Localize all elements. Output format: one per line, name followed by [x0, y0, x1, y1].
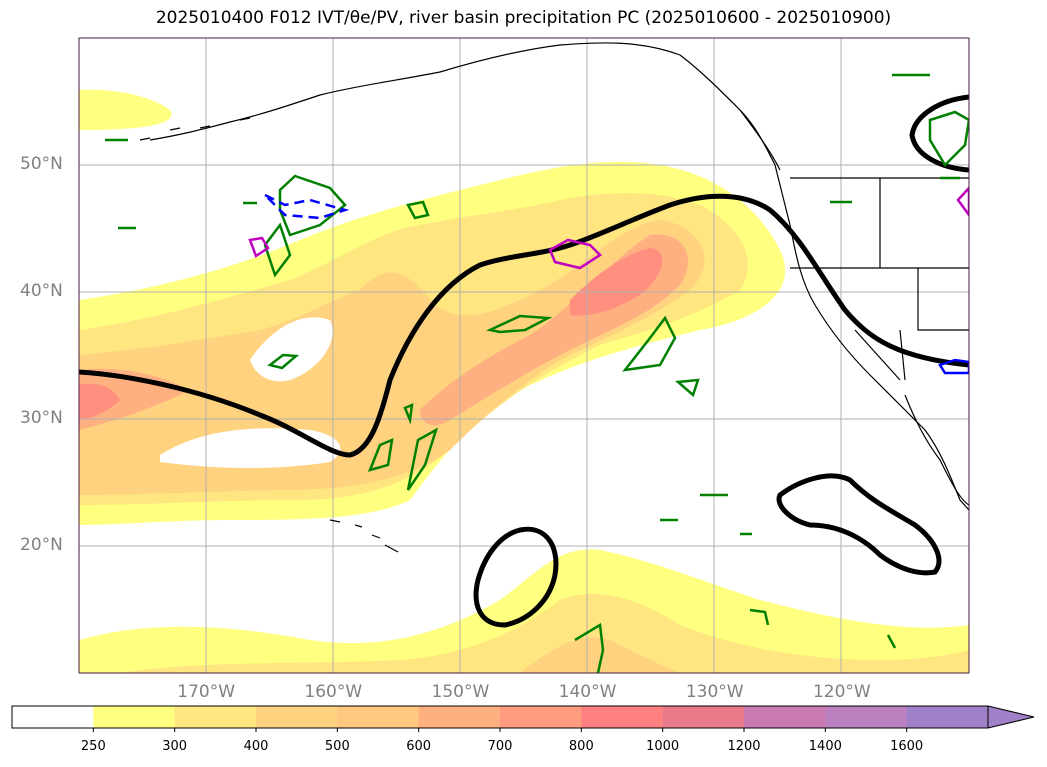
- colorbar-segment: [581, 706, 664, 728]
- pv-green-5: [486, 314, 553, 334]
- colorbar-segment: [500, 706, 582, 728]
- lon-tick-label: 140°W: [558, 682, 617, 702]
- aleutian-chain: [139, 117, 251, 141]
- colorbar-level-label: 800: [568, 739, 594, 754]
- colorbar-segment: [662, 706, 745, 728]
- colorbar-level-label: 300: [162, 739, 188, 754]
- pv-magenta-1: [248, 236, 270, 258]
- pv-green-8: [367, 437, 394, 472]
- colorbar-extend-arrow: [987, 705, 1035, 729]
- us-west-coast: [789, 224, 969, 511]
- ivt-shading: [79, 89, 969, 673]
- pv-blue-1: [264, 193, 350, 220]
- ivt-region-400-south: [520, 637, 680, 673]
- colorbar-segment: [418, 706, 501, 728]
- ivt-gap: [160, 428, 341, 468]
- ivt-contour-main: [79, 193, 969, 458]
- pv-green-13: [574, 622, 605, 673]
- lat-tick-label: 50°N: [20, 154, 63, 174]
- hawaii: [329, 519, 399, 553]
- pv-magenta-2: [548, 238, 602, 270]
- pv-green-11: [928, 110, 969, 168]
- lat-tick-label: 30°N: [20, 408, 63, 428]
- state-borders: [790, 178, 969, 381]
- colorbar-segment: [744, 706, 826, 728]
- colorbar-level-label: 500: [324, 739, 350, 754]
- colorbar-segment: [906, 706, 989, 728]
- colorbar-level-label: 600: [406, 739, 432, 754]
- ivt-region-250-south: [79, 549, 969, 673]
- pv-green-7: [674, 378, 700, 398]
- pv-magenta-3: [956, 186, 969, 218]
- ivt-region-600: [79, 234, 689, 430]
- lon-tick-label: 160°W: [304, 682, 363, 702]
- graticule: [79, 38, 969, 673]
- lon-tick-label: 170°W: [177, 682, 236, 702]
- colorbar-segment: [337, 706, 420, 728]
- bc-coast: [739, 109, 791, 226]
- pv-green-9: [406, 427, 439, 491]
- colorbar-level-label: 400: [243, 739, 269, 754]
- colorbar-segment: [12, 706, 94, 728]
- colorbar-level-label: 1200: [727, 739, 761, 754]
- lat-tick-label: 40°N: [20, 281, 63, 301]
- lat-tick-label: 20°N: [20, 535, 63, 555]
- lon-tick-label: 130°W: [685, 682, 744, 702]
- colorbar-segment: [174, 706, 257, 728]
- colorbar-segment: [825, 706, 908, 728]
- pv-green-14: [749, 608, 770, 626]
- alaska-coast: [149, 42, 781, 171]
- pv-blue-2: [938, 358, 969, 375]
- colorbar-segment: [256, 706, 338, 728]
- lon-tick-label: 150°W: [431, 682, 490, 702]
- colorbar-level-label: 1400: [808, 739, 842, 754]
- lon-tick-label: 120°W: [812, 682, 871, 702]
- colorbar-level-label: 250: [80, 739, 106, 754]
- baja: [904, 394, 969, 506]
- ivt-region-300-south: [120, 594, 969, 673]
- pv-green-15: [886, 634, 897, 649]
- plot-frame: [78, 37, 970, 674]
- pv-green-4: [267, 353, 300, 370]
- coastlines: [139, 42, 969, 553]
- pv-contours: [105, 73, 969, 673]
- colorbar-level-label: 700: [487, 739, 513, 754]
- colorbar: [11, 705, 1035, 732]
- ivt-region-250-nw: [79, 89, 172, 130]
- pv-green-3: [406, 200, 430, 220]
- ivt-contour-sw-loop: [473, 526, 559, 628]
- pv-green-10: [403, 402, 414, 425]
- pv-green-2: [263, 222, 292, 278]
- ivt-contour-se-loop: [776, 473, 942, 576]
- pv-green-6: [622, 315, 677, 372]
- map-title: 2025010400 F012 IVT/θe/PV, river basin p…: [155, 8, 892, 28]
- colorbar-level-label: 1600: [890, 739, 924, 754]
- ivt-region-400: [79, 220, 705, 495]
- colorbar-segment: [93, 706, 176, 728]
- colorbar-level-label: 1000: [646, 739, 680, 754]
